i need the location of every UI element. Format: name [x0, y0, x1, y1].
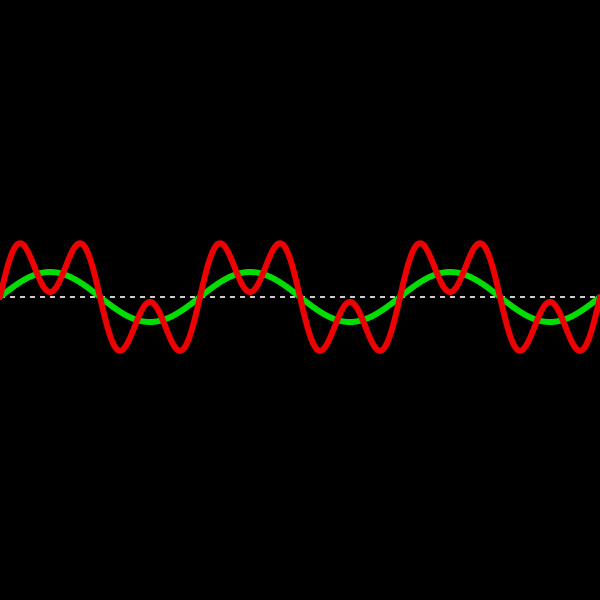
- red-wave-curve: [0, 240, 600, 354]
